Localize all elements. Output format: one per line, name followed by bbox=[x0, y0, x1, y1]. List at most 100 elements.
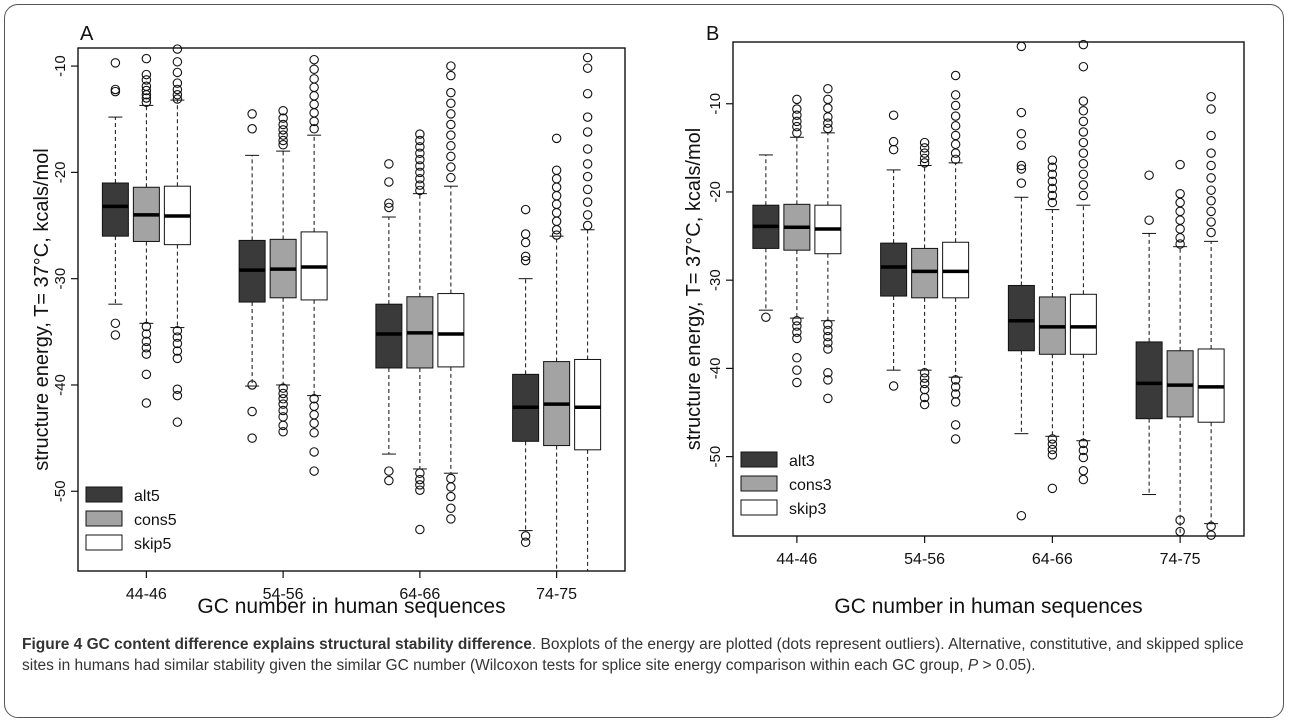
outlier-point bbox=[582, 52, 593, 63]
outlier-point bbox=[919, 378, 930, 389]
outlier-point bbox=[1047, 439, 1058, 450]
outlier-point bbox=[1078, 465, 1089, 476]
outlier-point bbox=[278, 388, 288, 399]
box-alt5-74-75 bbox=[512, 204, 540, 548]
outlier-point bbox=[415, 174, 425, 184]
y-axis-label: structure energy, T= 37°C, kcals/mol bbox=[683, 128, 705, 450]
outlier-point bbox=[1047, 450, 1058, 460]
outlier-point bbox=[309, 447, 319, 457]
outlier-point bbox=[1047, 169, 1058, 180]
caption-stat-symbol: P bbox=[967, 657, 979, 674]
outlier-point bbox=[309, 124, 319, 134]
caption-label: Figure 4 bbox=[22, 636, 83, 653]
figure-caption: Figure 4 GC content difference explains … bbox=[22, 634, 1272, 676]
outlier-point bbox=[792, 333, 802, 344]
outlier-point bbox=[919, 384, 930, 395]
outlier-point bbox=[823, 338, 833, 348]
outlier-point bbox=[309, 91, 319, 101]
outlier-point bbox=[520, 255, 531, 266]
outlier-point bbox=[415, 135, 425, 146]
outlier-point bbox=[446, 130, 456, 140]
outlier-point bbox=[582, 63, 593, 73]
outlier-point bbox=[792, 104, 802, 114]
outlier-point bbox=[823, 319, 833, 330]
outlier-point bbox=[141, 85, 152, 96]
outlier-point bbox=[919, 392, 930, 403]
outlier-point bbox=[172, 390, 183, 401]
box-skip5-74-75 bbox=[574, 52, 602, 572]
outlier-point bbox=[919, 373, 930, 383]
outlier-point bbox=[110, 330, 121, 340]
outlier-point bbox=[1206, 227, 1216, 238]
outlier-point bbox=[1047, 483, 1058, 494]
outlier-point bbox=[950, 90, 961, 100]
outlier-point bbox=[141, 329, 152, 339]
outlier-point bbox=[446, 70, 456, 81]
outlier-point bbox=[1078, 106, 1089, 116]
outlier-point bbox=[1078, 61, 1089, 72]
outlier-point bbox=[1078, 190, 1089, 201]
outlier-point bbox=[582, 88, 593, 99]
outlier-point bbox=[582, 127, 593, 137]
box-iqr bbox=[437, 293, 465, 368]
outlier-point bbox=[415, 142, 425, 152]
outlier-point bbox=[1175, 188, 1185, 199]
outlier-point bbox=[1206, 91, 1216, 102]
plot-area bbox=[732, 41, 1245, 537]
outlier-point bbox=[823, 103, 833, 113]
outlier-point bbox=[278, 130, 288, 140]
outlier-point bbox=[1206, 130, 1216, 141]
outlier-point bbox=[309, 99, 319, 110]
box-iqr bbox=[1135, 341, 1163, 420]
outlier-point bbox=[520, 204, 531, 215]
legend-swatch bbox=[740, 499, 778, 516]
y-tick-label: -10 bbox=[52, 55, 69, 77]
outlier-point bbox=[415, 167, 425, 178]
box-cons5-74-75 bbox=[543, 133, 571, 572]
legend-swatch bbox=[740, 475, 778, 492]
outlier-point bbox=[309, 82, 319, 93]
outlier-point bbox=[278, 113, 288, 123]
outlier-point bbox=[110, 58, 121, 68]
box-cons3-54-56 bbox=[911, 137, 939, 410]
box-alt3-54-56 bbox=[880, 110, 908, 391]
outlier-point bbox=[792, 121, 802, 132]
plot-area bbox=[77, 47, 626, 572]
outlier-point bbox=[1047, 444, 1058, 455]
outlier-point bbox=[415, 524, 425, 535]
outlier-point bbox=[278, 139, 288, 150]
box-iqr bbox=[1069, 293, 1097, 355]
outlier-point bbox=[792, 94, 802, 105]
outlier-point bbox=[446, 61, 456, 71]
outlier-point bbox=[446, 141, 456, 151]
outlier-point bbox=[141, 97, 152, 107]
box-skip3-64-66 bbox=[1069, 39, 1097, 485]
y-axis-label: structure energy, T= 37°C, kcals/mol bbox=[31, 148, 53, 470]
outlier-point bbox=[1078, 137, 1089, 148]
panel-label: A bbox=[80, 23, 94, 45]
outlier-point bbox=[823, 112, 833, 122]
outlier-point bbox=[172, 67, 183, 78]
legend-swatch bbox=[85, 486, 123, 503]
outlier-point bbox=[278, 426, 288, 437]
outlier-point bbox=[384, 202, 394, 213]
panel-a: A -10 -20 -30 -40 -50 structure energy, T= 37°… bbox=[31, 23, 626, 618]
outlier-point bbox=[278, 405, 288, 416]
box-skip5-44-46 bbox=[163, 44, 191, 427]
y-tick-label: -30 bbox=[52, 268, 69, 290]
box-skip3-74-75 bbox=[1197, 91, 1225, 540]
outlier-point bbox=[792, 110, 802, 120]
outlier-point bbox=[1047, 176, 1058, 187]
outlier-point bbox=[950, 100, 961, 111]
outlier-point bbox=[1047, 190, 1058, 201]
x-tick-label: 74-75 bbox=[1160, 551, 1201, 568]
outlier-point bbox=[384, 198, 394, 208]
y-tick-label: -20 bbox=[52, 162, 69, 184]
outlier-point bbox=[551, 182, 562, 193]
y-tick-label: -40 bbox=[52, 374, 69, 396]
outlier-point bbox=[950, 121, 961, 131]
outlier-point bbox=[172, 346, 183, 356]
outlier-point bbox=[309, 394, 319, 404]
